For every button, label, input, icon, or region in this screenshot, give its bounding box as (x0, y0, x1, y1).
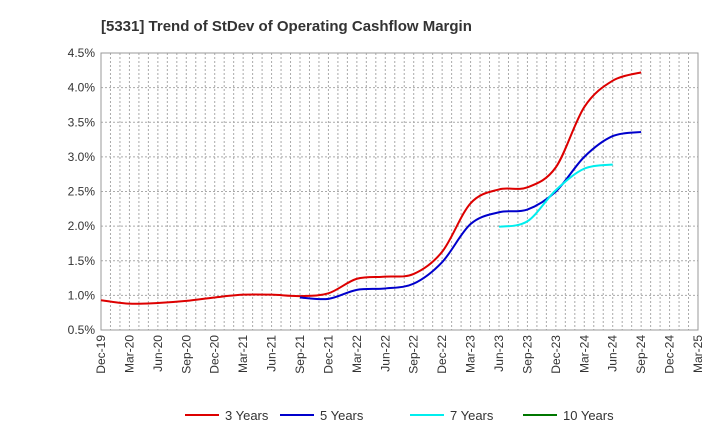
x-tick-label: Mar-22 (350, 335, 364, 373)
chart-title: [5331] Trend of StDev of Operating Cashf… (101, 18, 472, 35)
series-line-5-years (299, 130, 642, 301)
y-tick-label: 4.0% (68, 81, 96, 95)
x-tick-label: Jun-24 (606, 335, 620, 372)
x-tick-label: Sep-20 (179, 335, 193, 374)
x-tick-label: Sep-23 (520, 335, 534, 374)
x-tick-label: Jun-23 (492, 335, 506, 372)
series-line-3-years (100, 71, 642, 305)
x-tick-label: Mar-20 (122, 335, 136, 373)
x-tick-label: Dec-22 (435, 335, 449, 374)
x-tick-label: Dec-24 (663, 335, 677, 374)
x-tick-label: Dec-20 (208, 335, 222, 374)
x-tick-label: Jun-21 (265, 335, 279, 372)
legend: 3 Years 5 Years 7 Years 10 Years (185, 408, 614, 423)
x-tick-label: Dec-19 (94, 335, 108, 374)
y-tick-label: 1.5% (68, 254, 96, 268)
x-tick-label: Mar-21 (236, 335, 250, 373)
y-tick-label: 2.0% (68, 219, 96, 233)
legend-label-5-years: 5 Years (320, 408, 364, 423)
legend-label-3-years: 3 Years (225, 408, 269, 423)
plot-area-frame (100, 52, 699, 331)
grid (101, 53, 698, 330)
x-axis: Dec-19 Mar-20 Jun-20 Sep-20 Dec-20 Mar-21 Jun-… (94, 335, 705, 374)
x-tick-label: Mar-23 (464, 335, 478, 373)
y-tick-label: 2.5% (68, 185, 96, 199)
y-tick-label: 3.5% (68, 115, 96, 129)
series-line-7-years (498, 163, 613, 228)
x-tick-label: Sep-24 (634, 335, 648, 374)
legend-label-10-years: 10 Years (563, 408, 614, 423)
x-tick-label: Dec-21 (321, 335, 335, 374)
x-tick-label: Sep-22 (407, 335, 421, 374)
x-tick-label: Dec-23 (549, 335, 563, 374)
y-tick-label: 3.0% (68, 150, 96, 164)
y-tick-label: 1.0% (68, 288, 96, 302)
x-tick-label: Mar-24 (577, 335, 591, 373)
y-tick-label: 0.5% (68, 323, 96, 337)
x-tick-label: Sep-21 (293, 335, 307, 374)
series-group (100, 71, 642, 305)
y-axis: 0.5% 1.0% 1.5% 2.0% 2.5% 3.0% 3.5% 4.0% 4.5% (68, 46, 96, 337)
y-tick-label: 4.5% (68, 46, 96, 60)
x-tick-label: Jun-22 (378, 335, 392, 372)
x-tick-label: Jun-20 (151, 335, 165, 372)
x-tick-label: Mar-25 (691, 335, 705, 373)
legend-label-7-years: 7 Years (450, 408, 494, 423)
